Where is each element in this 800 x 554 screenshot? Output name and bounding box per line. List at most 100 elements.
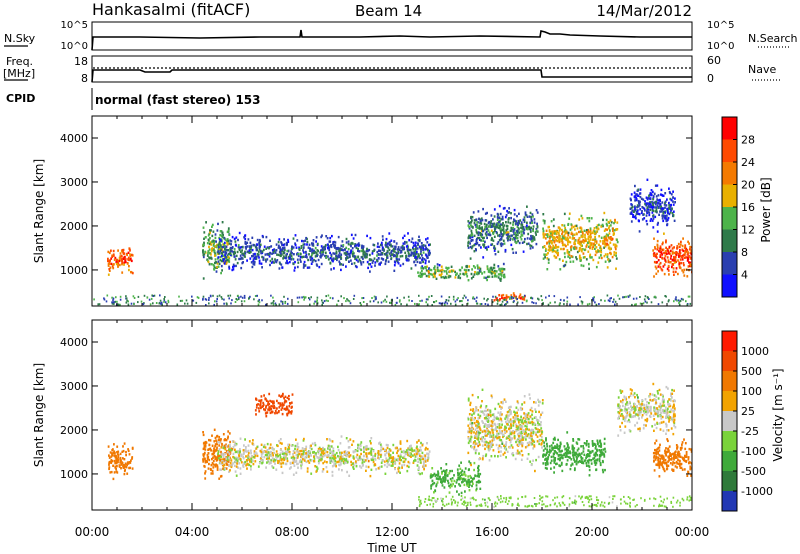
power-cell: [656, 252, 658, 256]
power-cell: [476, 264, 479, 267]
power-cell: [477, 266, 479, 269]
power-cell: [422, 251, 425, 254]
power-cell: [673, 257, 676, 260]
power-cell: [483, 236, 485, 240]
power-cell: [604, 228, 607, 231]
power-cell: [252, 260, 255, 263]
velocity-cell: [286, 407, 289, 411]
power-cell: [557, 232, 560, 235]
velocity-cell: [281, 442, 283, 445]
power-cell: [204, 236, 207, 239]
velocity-cell: [335, 465, 337, 468]
velocity-cell: [294, 447, 296, 451]
velocity-cell: [117, 458, 120, 461]
power-cell: [532, 228, 534, 231]
power-cell: [212, 244, 215, 247]
power-cell: [591, 256, 593, 259]
power-cell: [470, 239, 473, 242]
velocity-cell: [256, 445, 259, 449]
power-cell: [353, 262, 356, 265]
power-cell: [595, 250, 597, 253]
power-cell: [493, 299, 496, 302]
power-cell: [483, 222, 486, 226]
velocity-cell: [473, 468, 475, 472]
power-cell: [510, 294, 513, 297]
power-cell: [572, 234, 574, 237]
power-cell: [411, 300, 413, 302]
velocity-cell: [219, 475, 222, 478]
power-cell: [398, 248, 401, 251]
power-cell: [249, 257, 252, 260]
power-cell: [375, 296, 377, 299]
power-cell: [573, 241, 576, 245]
power-cell: [409, 248, 412, 252]
power-cell: [284, 300, 287, 303]
velocity-cell: [344, 450, 347, 453]
power-cell: [499, 304, 501, 306]
power-cell: [371, 297, 373, 299]
power-cell: [477, 231, 480, 234]
velocity-cell: [239, 472, 242, 475]
power-cell: [612, 300, 614, 303]
power-cell: [549, 235, 551, 239]
power-cell: [481, 219, 484, 222]
power-cell: [661, 193, 663, 197]
power-cell: [521, 223, 524, 226]
power-cell: [522, 218, 525, 221]
power-cell: [411, 237, 414, 240]
power-cell: [373, 244, 376, 247]
velocity-cell: [255, 413, 257, 416]
velocity-cell: [431, 482, 434, 486]
power-cell: [112, 253, 115, 256]
power-cell: [582, 256, 585, 259]
power-cell: [207, 250, 210, 253]
power-cell: [208, 257, 211, 260]
power-cell: [505, 296, 508, 300]
velocity-cell: [388, 448, 391, 451]
velocity-cell: [206, 459, 208, 463]
power-cell: [585, 245, 588, 248]
velocity-cell: [460, 471, 463, 474]
velocity-cell: [315, 452, 317, 455]
power-cell: [292, 237, 295, 240]
velocity-cell: [287, 448, 289, 451]
power-cell: [648, 197, 651, 200]
power-cell: [533, 236, 536, 239]
power-cell: [655, 254, 657, 257]
power-cell: [362, 301, 365, 303]
power-cell: [634, 184, 636, 188]
power-cell: [491, 301, 494, 304]
power-cell: [465, 296, 467, 299]
velocity-cell: [292, 455, 295, 458]
power-cell: [463, 294, 466, 297]
power-cell: [593, 242, 595, 245]
power-cell: [385, 300, 388, 303]
power-cell: [507, 211, 510, 214]
power-cell: [523, 297, 525, 300]
power-cell: [210, 257, 213, 260]
power-cell: [563, 212, 566, 216]
power-cell: [261, 251, 264, 254]
power-cell: [244, 246, 247, 249]
power-cell: [609, 248, 611, 251]
power-cell: [475, 225, 478, 228]
velocity-cell: [462, 473, 465, 476]
power-cell: [672, 200, 674, 203]
power-cell: [552, 235, 554, 239]
velocity-cell: [263, 443, 266, 447]
power-cell: [306, 243, 308, 246]
power-cell: [338, 251, 341, 255]
power-cell: [216, 298, 218, 300]
power-cell: [226, 303, 228, 306]
power-cell: [345, 265, 347, 268]
velocity-cell: [461, 481, 463, 484]
velocity-cell: [285, 457, 287, 460]
velocity-cell: [356, 453, 359, 457]
power-cell: [574, 245, 576, 249]
power-cell: [664, 251, 667, 255]
power-cell: [228, 257, 231, 260]
power-cell: [242, 254, 244, 257]
power-cell: [558, 303, 561, 306]
power-cell: [317, 258, 320, 262]
power-cell: [500, 274, 503, 277]
